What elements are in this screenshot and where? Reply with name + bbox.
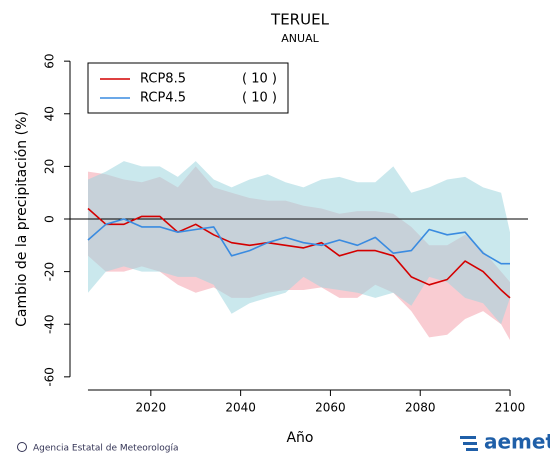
series-line: [87, 207, 511, 299]
chart-title: TERUEL: [270, 11, 330, 29]
y-tick-label: 0: [43, 215, 57, 223]
range-band: [88, 161, 510, 325]
x-tick-label: 2100: [495, 401, 526, 415]
y-axis-label: Cambio de la precipitación (%): [14, 111, 30, 327]
x-tick-label: 2040: [225, 401, 256, 415]
logo-mark: [460, 436, 478, 451]
legend-count: ( 10 ): [242, 91, 277, 106]
y-tick-label: 40: [43, 106, 57, 121]
copyright-icon: [17, 442, 27, 452]
x-tick-label: 2060: [315, 401, 346, 415]
series-line: [87, 218, 510, 265]
legend-count: ( 10 ): [242, 72, 277, 87]
y-tick-label: -20: [43, 262, 57, 282]
legend-box: [87, 62, 289, 114]
y-tick-label: 20: [43, 159, 57, 174]
legend-label: RCP4.5: [140, 91, 186, 106]
y-tick-label: -40: [43, 314, 57, 334]
y-tick-label: -60: [43, 367, 57, 387]
logo: aemet: [484, 430, 550, 454]
legend-label: RCP8.5: [140, 72, 186, 87]
x-tick-label: 2080: [405, 401, 436, 415]
y-tick-label: 60: [43, 54, 57, 69]
x-axis-label: Año: [286, 430, 313, 446]
chart-subtitle: ANUAL: [281, 32, 319, 45]
footer: Agencia Estatal de Meteorología: [33, 444, 179, 454]
x-tick-label: 2020: [136, 401, 167, 415]
